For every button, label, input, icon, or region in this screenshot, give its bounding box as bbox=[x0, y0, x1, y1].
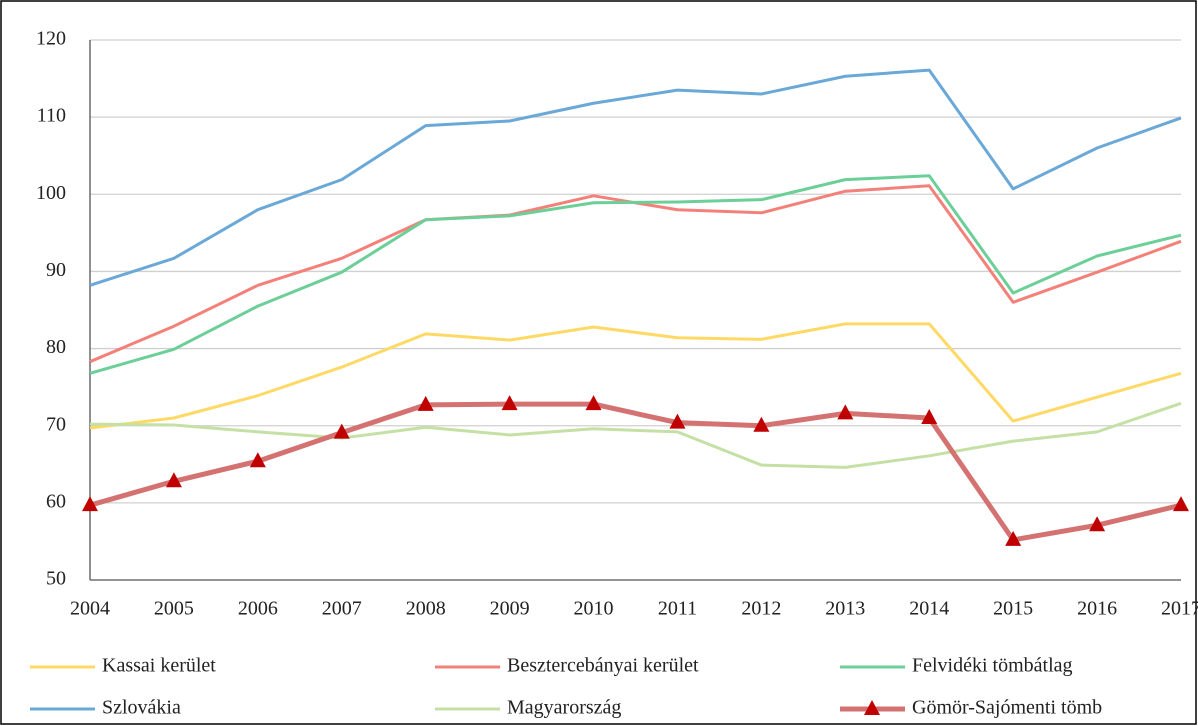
series-line bbox=[89, 174, 1182, 375]
x-tick-label: 2006 bbox=[238, 598, 278, 620]
x-tick-label: 2007 bbox=[322, 598, 362, 620]
y-tick-label: 110 bbox=[37, 105, 66, 127]
legend-marker bbox=[864, 700, 880, 715]
marker bbox=[333, 423, 350, 439]
marker bbox=[1173, 496, 1189, 512]
x-tick-label: 2010 bbox=[574, 598, 614, 620]
x-tick-label: 2009 bbox=[490, 598, 530, 620]
marker bbox=[921, 409, 938, 424]
y-tick-label: 50 bbox=[46, 568, 66, 590]
x-tick-label: 2004 bbox=[70, 598, 110, 620]
series-line bbox=[89, 401, 1182, 543]
legend-label: Magyarország bbox=[507, 697, 621, 719]
marker bbox=[417, 395, 434, 411]
legend-label: Kassai kerület bbox=[102, 655, 216, 677]
marker bbox=[501, 395, 518, 411]
marker bbox=[585, 395, 602, 411]
x-tick-label: 2008 bbox=[406, 598, 446, 620]
x-tick-label: 2015 bbox=[993, 598, 1033, 620]
legend-label: Gömör-Sajómenti tömb bbox=[912, 697, 1102, 719]
y-tick-label: 60 bbox=[46, 490, 66, 512]
legend-label: Szlovákia bbox=[102, 697, 181, 719]
marker bbox=[82, 496, 98, 512]
marker bbox=[669, 413, 686, 429]
series-line bbox=[89, 401, 1182, 469]
series-line bbox=[89, 68, 1182, 287]
x-tick-label: 2017 bbox=[1161, 598, 1198, 620]
y-tick-label: 70 bbox=[46, 413, 66, 435]
x-tick-label: 2016 bbox=[1077, 598, 1117, 620]
marker bbox=[165, 472, 182, 488]
marker bbox=[753, 416, 770, 432]
x-tick-label: 2005 bbox=[154, 598, 194, 620]
series-line bbox=[89, 322, 1182, 430]
legend-label: Besztercebányai kerület bbox=[507, 655, 699, 677]
y-tick-label: 80 bbox=[46, 336, 66, 358]
y-tick-label: 90 bbox=[46, 259, 66, 281]
marker bbox=[1005, 530, 1022, 546]
x-tick-label: 2011 bbox=[658, 598, 697, 620]
marker bbox=[837, 404, 854, 420]
x-tick-label: 2013 bbox=[825, 598, 865, 620]
marker bbox=[249, 452, 266, 468]
x-tick-label: 2014 bbox=[909, 598, 949, 620]
x-tick-label: 2012 bbox=[741, 598, 781, 620]
marker bbox=[1089, 516, 1106, 532]
legend-label: Felvidéki tömbátlag bbox=[912, 655, 1073, 677]
y-tick-label: 120 bbox=[36, 28, 66, 50]
y-tick-label: 100 bbox=[36, 182, 66, 204]
